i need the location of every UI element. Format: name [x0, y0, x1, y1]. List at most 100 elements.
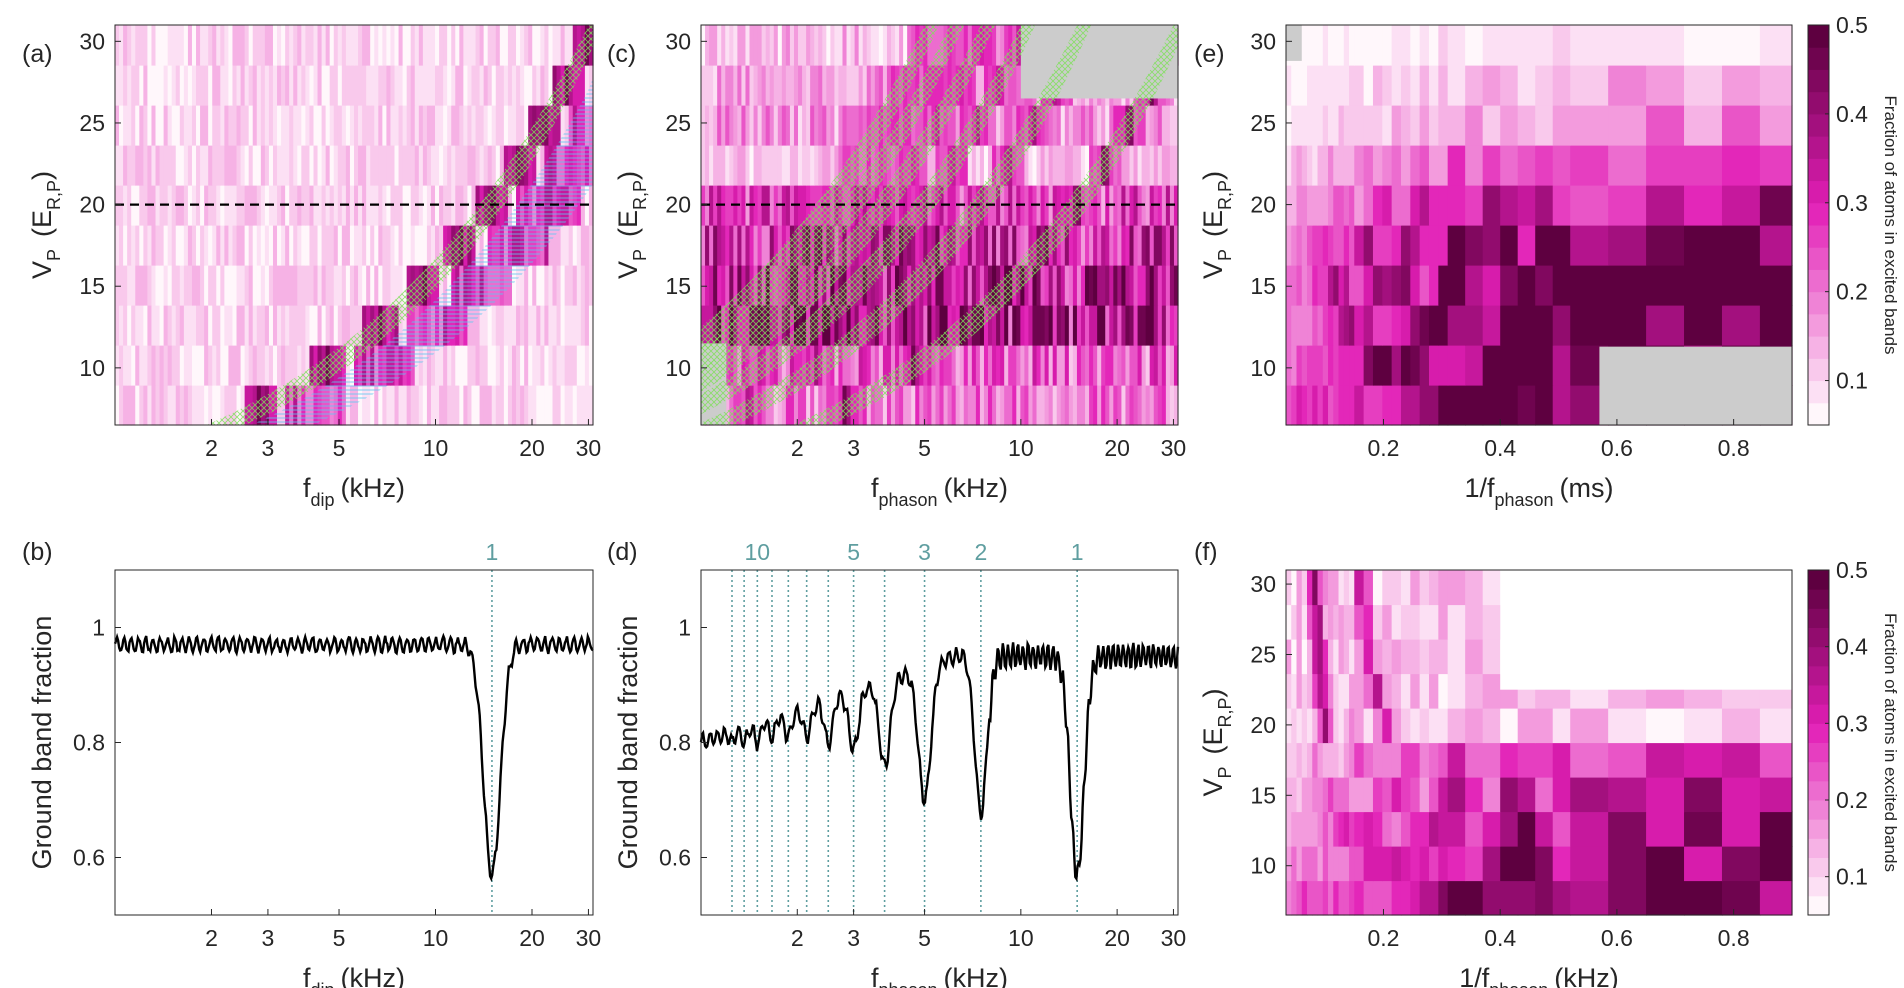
- heatmap-cell: [1085, 345, 1090, 386]
- heatmap-cell: [1105, 305, 1110, 346]
- heatmap-cell: [285, 105, 290, 146]
- heatmap-cell: [1382, 265, 1393, 306]
- heatmap-cell: [947, 345, 953, 386]
- heatmap-cell: [1517, 385, 1536, 426]
- resonance-hatch-band: [701, 25, 1036, 415]
- heatmap-cell: [1312, 385, 1319, 426]
- heatmap-cell: [289, 305, 294, 346]
- y-label-part: P: [44, 249, 64, 261]
- heatmap-cell: [240, 25, 246, 66]
- heatmap-cell: [741, 65, 747, 106]
- x-label-main: f: [303, 963, 311, 988]
- heatmap-cell: [491, 345, 497, 386]
- heatmap-cell: [1500, 265, 1519, 306]
- resonance-order-label: 3: [918, 539, 931, 565]
- heatmap-cell: [455, 345, 460, 386]
- heatmap-cell: [1372, 225, 1383, 266]
- heatmap-cell: [1076, 225, 1082, 266]
- x-label-unit: (ms): [1560, 473, 1614, 503]
- heatmap-cell: [256, 185, 262, 226]
- heatmap-cell: [435, 385, 440, 426]
- heatmap-cell: [366, 145, 371, 186]
- heatmap-cell: [285, 65, 290, 106]
- heatmap-cell: [459, 25, 464, 66]
- heatmap-cell: [1400, 65, 1411, 106]
- heatmap-cell: [1363, 385, 1374, 426]
- heatmap-cell: [1117, 345, 1122, 386]
- heatmap-cell: [1307, 604, 1313, 640]
- heatmap-cell: [1354, 742, 1365, 778]
- heatmap-cell: [1016, 225, 1021, 266]
- heatmap-cell: [370, 265, 375, 306]
- heatmap-cell: [1570, 846, 1609, 882]
- heatmap-cell: [988, 25, 993, 66]
- heatmap-cell: [1173, 265, 1179, 306]
- heatmap-cell: [382, 25, 388, 66]
- axes-frame: [1285, 569, 1793, 916]
- heatmap-cell: [1333, 777, 1340, 813]
- heatmap-cell: [447, 385, 452, 426]
- colorbar-swatch: [1808, 291, 1829, 315]
- heatmap-cell: [761, 65, 767, 106]
- heatmap-cell: [115, 385, 120, 426]
- heatmap-cell: [1089, 145, 1094, 186]
- heatmap-cell: [1328, 880, 1334, 916]
- heatmap-cell: [289, 225, 294, 266]
- heatmap-cell: [196, 25, 201, 66]
- heatmap-cell: [1060, 265, 1066, 306]
- heatmap-cell: [1301, 811, 1308, 847]
- heatmap-cell: [451, 385, 456, 426]
- heatmap-cell: [378, 65, 383, 106]
- heatmap-cell: [947, 105, 953, 146]
- heatmap-cell: [220, 25, 225, 66]
- heatmap-cell: [426, 25, 432, 66]
- heatmap-cell: [886, 265, 892, 306]
- heatmap-cell: [1721, 265, 1761, 306]
- heatmap-cell: [903, 385, 908, 426]
- heatmap-cell: [362, 25, 367, 66]
- heatmap-cell: [455, 185, 460, 226]
- heatmap-cell: [882, 25, 888, 66]
- heatmap-cell: [1552, 305, 1571, 346]
- heatmap-cell: [1020, 385, 1025, 426]
- heatmap-cell: [935, 385, 941, 426]
- heatmap-cell: [155, 185, 161, 226]
- heatmap-cell: [362, 265, 367, 306]
- heatmap-cell: [560, 345, 566, 386]
- heatmap-cell: [191, 265, 197, 306]
- heatmap-cell: [228, 225, 234, 266]
- heatmap-cell: [1438, 225, 1449, 266]
- heatmap-cell: [1328, 65, 1334, 106]
- heatmap-cell: [159, 25, 165, 66]
- heatmap-cell: [1322, 265, 1329, 306]
- heatmap-cell: [1354, 105, 1365, 146]
- heatmap-cell: [874, 345, 880, 386]
- heatmap-cell: [1363, 105, 1374, 146]
- heatmap-cell: [1608, 880, 1647, 916]
- heatmap-cell: [491, 105, 497, 146]
- heatmap-cell: [1372, 880, 1383, 916]
- heatmap-cell: [963, 25, 969, 66]
- heatmap-cell: [131, 25, 136, 66]
- heatmap-cell: [163, 105, 169, 146]
- heatmap-cell: [1500, 880, 1519, 916]
- heatmap-cell: [455, 25, 460, 66]
- heatmap-cell: [996, 25, 1001, 66]
- heatmap-cell: [967, 65, 973, 106]
- heatmap-cell: [1137, 105, 1143, 146]
- heatmap-cell: [418, 105, 424, 146]
- heatmap-cell: [1517, 105, 1536, 146]
- heatmap-cell: [1328, 604, 1334, 640]
- heatmap-cell: [1028, 345, 1034, 386]
- heatmap-cell: [793, 305, 799, 346]
- heatmap-cell: [163, 225, 169, 266]
- heatmap-cell: [224, 385, 230, 426]
- heatmap-cell: [1024, 385, 1030, 426]
- heatmap-cell: [1064, 385, 1070, 426]
- heatmap-cell: [717, 265, 722, 306]
- heatmap-cell: [1169, 265, 1175, 306]
- heatmap-cell: [520, 265, 525, 306]
- heatmap-cell: [272, 225, 278, 266]
- heatmap-cell: [1072, 105, 1078, 146]
- heatmap-cell: [297, 105, 302, 146]
